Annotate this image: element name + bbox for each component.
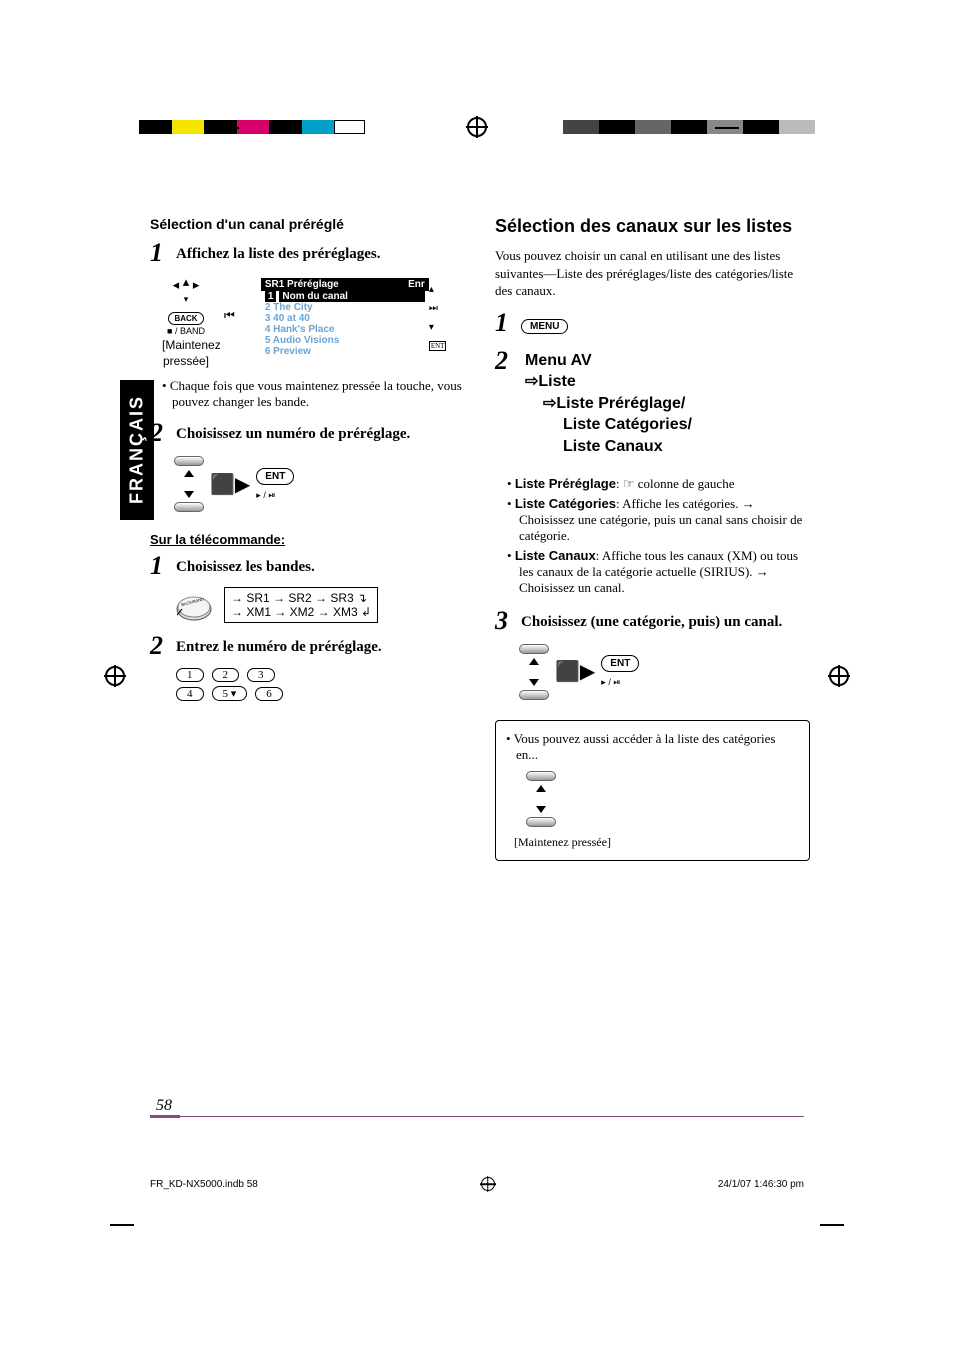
- registration-mark-icon: [105, 666, 125, 686]
- display-row: 5 Audio Visions: [261, 335, 429, 346]
- list-item: Liste Canaux: Affiche tous les canaux (X…: [519, 548, 810, 596]
- step-number: 2: [150, 420, 168, 446]
- step-number: 2: [150, 633, 168, 659]
- display-row: 1Nom du canal: [261, 291, 429, 302]
- rocker-control: [526, 771, 556, 827]
- step-text: Affichez la liste des préréglages.: [176, 240, 465, 263]
- prev-track-icon: ⏮: [224, 278, 235, 323]
- registration-mark-icon: [829, 666, 849, 686]
- step-number: 1: [150, 240, 168, 266]
- step-number: 3: [495, 608, 513, 634]
- ent-sublabel: ▸ / ⏯: [256, 490, 275, 500]
- hold-caption: [Maintenez: [162, 338, 210, 352]
- section-heading: Sélection des canaux sur les listes: [495, 216, 810, 237]
- rocker-control: [519, 644, 549, 700]
- registration-mark-icon: [481, 1177, 495, 1191]
- preset-display: SR1 Préréglage Enr 1Nom du canal2 The Ci…: [261, 278, 429, 357]
- footer-meta: FR_KD-NX5000.indb 58 24/1/07 1:46:30 pm: [150, 1177, 804, 1191]
- menu-button: MENU: [521, 319, 568, 334]
- hold-caption: pressée]: [162, 354, 210, 368]
- ent-sublabel: ▸ / ⏯: [601, 677, 620, 687]
- step-text: Choisissez un numéro de préréglage.: [176, 420, 465, 443]
- display-row: 6 Preview: [261, 346, 429, 357]
- ent-button: ENT: [601, 655, 639, 672]
- page-number: 58: [156, 1097, 804, 1115]
- registration-bottom: [0, 1209, 954, 1239]
- list-item: Liste Préréglage: ☞ colonne de gauche: [519, 476, 810, 492]
- note-text: Chaque fois que vous maintenez pressée l…: [172, 378, 465, 410]
- remote-button-icon: BACK/BAND: [174, 587, 218, 623]
- right-column: Sélection des canaux sur les listes Vous…: [495, 216, 810, 1136]
- back-button: BACK: [168, 312, 203, 325]
- ent-button: ENT: [256, 468, 294, 485]
- number-buttons: 1 2 3 4 5 ▾ 6: [174, 665, 465, 703]
- step-number: 1: [150, 553, 168, 579]
- band-label: ■ / BAND: [162, 326, 210, 336]
- section-title: Sélection d'un canal préréglé: [150, 216, 465, 232]
- display-row: 3 40 at 40: [261, 313, 429, 324]
- dpad-control: ◂ ▴ ▸▾ BACK ■ / BAND [Maintenez pressée]: [162, 278, 210, 368]
- arrow-icon: ⬛▶: [555, 659, 595, 684]
- step-number: 1: [495, 310, 513, 336]
- hold-caption: [Maintenez pressée]: [514, 835, 799, 850]
- menu-path: Menu AV ⇨Liste ⇨Liste Préréglage/ Liste …: [525, 350, 692, 458]
- step-number: 2: [495, 348, 513, 374]
- scroll-indicators: ▴⏭▾ENT: [429, 278, 447, 357]
- band-flow-diagram: → SR1 → SR2 → SR3 ↴ → XM1 → XM2 → XM3 ↲: [224, 587, 378, 623]
- registration-top: [0, 112, 954, 142]
- step-text: Choisissez (une catégorie, puis) un cana…: [521, 608, 810, 631]
- left-column: Sélection d'un canal préréglé 1 Affichez…: [150, 216, 465, 1136]
- rocker-control: [174, 456, 204, 512]
- page-footer: 58: [150, 1121, 804, 1151]
- registration-mark-icon: [467, 117, 487, 137]
- display-row: 4 Hank's Place: [261, 324, 429, 335]
- language-tab: FRANÇAIS: [120, 380, 154, 520]
- list-item: Liste Catégories: Affiche les catégories…: [519, 496, 810, 544]
- step-text: Choisissez les bandes.: [176, 553, 465, 576]
- remote-title: Sur la télécommande:: [150, 532, 465, 547]
- arrow-icon: ⬛▶: [210, 472, 250, 497]
- info-box: • Vous pouvez aussi accéder à la liste d…: [495, 720, 810, 861]
- step-text: Entrez le numéro de préréglage.: [176, 633, 465, 656]
- intro-text: Vous pouvez choisir un canal en utilisan…: [495, 247, 810, 300]
- display-row: 2 The City: [261, 302, 429, 313]
